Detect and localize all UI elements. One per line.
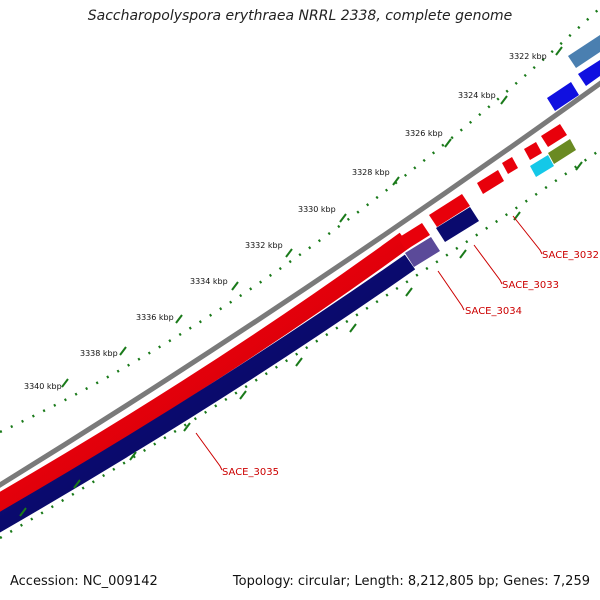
- accession-text: Accession: NC_009142: [10, 574, 158, 589]
- gene-callout-line: [195, 432, 223, 471]
- inner-major-ticks: [19, 161, 583, 517]
- tick-label: 3338 kbp: [80, 349, 118, 358]
- gene-label: SACE_3033: [502, 280, 559, 291]
- gene-label: SACE_3032: [542, 250, 599, 261]
- gene-arrow-reverse: [547, 82, 579, 111]
- gene-arrow-reverse: [568, 35, 600, 68]
- tick-label: 3332 kbp: [245, 241, 283, 250]
- gene-callout-line: [473, 244, 503, 285]
- gene-arrow-forward: [477, 170, 504, 194]
- gene-label: SACE_3035: [222, 467, 279, 478]
- gene-arrow-reverse: [578, 60, 600, 86]
- reverse-genes: [405, 35, 600, 267]
- gene-callout-line: [437, 270, 465, 311]
- gene-arrow-reverse: [530, 155, 554, 177]
- tick-label: 3322 kbp: [509, 52, 547, 61]
- tick-label: 3328 kbp: [352, 168, 390, 177]
- outer-major-ticks: [61, 46, 563, 388]
- gene-arrow-forward: [398, 223, 430, 250]
- forward-genes: [398, 124, 567, 250]
- gene-arrow-forward: [429, 194, 470, 227]
- tick-label: 3326 kbp: [405, 129, 443, 138]
- genome-backbone: [0, 80, 600, 488]
- tick-label: 3336 kbp: [136, 313, 174, 322]
- tick-label: 3330 kbp: [298, 205, 336, 214]
- outer-tick-ring: [0, 7, 600, 434]
- gene-callout-line: [512, 215, 543, 255]
- gene-arrow-forward: [502, 157, 518, 174]
- gene-arrow-reverse: [405, 237, 440, 267]
- gene-label: SACE_3034: [465, 306, 522, 317]
- gene-arrow-forward: [541, 124, 567, 147]
- gene-arrow-reverse: [548, 139, 576, 164]
- genome-stats-text: Topology: circular; Length: 8,212,805 bp…: [232, 574, 590, 589]
- tick-label: 3334 kbp: [190, 277, 228, 286]
- gene-arrow-forward: [524, 142, 542, 160]
- forward-cds-band: [0, 232, 411, 513]
- reverse-cds-band: [0, 254, 416, 533]
- genome-title: Saccharopolyspora erythraea NRRL 2338, c…: [87, 8, 513, 24]
- tick-label: 3340 kbp: [24, 382, 62, 391]
- gene-arrow-reverse: [436, 207, 479, 242]
- tick-label: 3324 kbp: [458, 91, 496, 100]
